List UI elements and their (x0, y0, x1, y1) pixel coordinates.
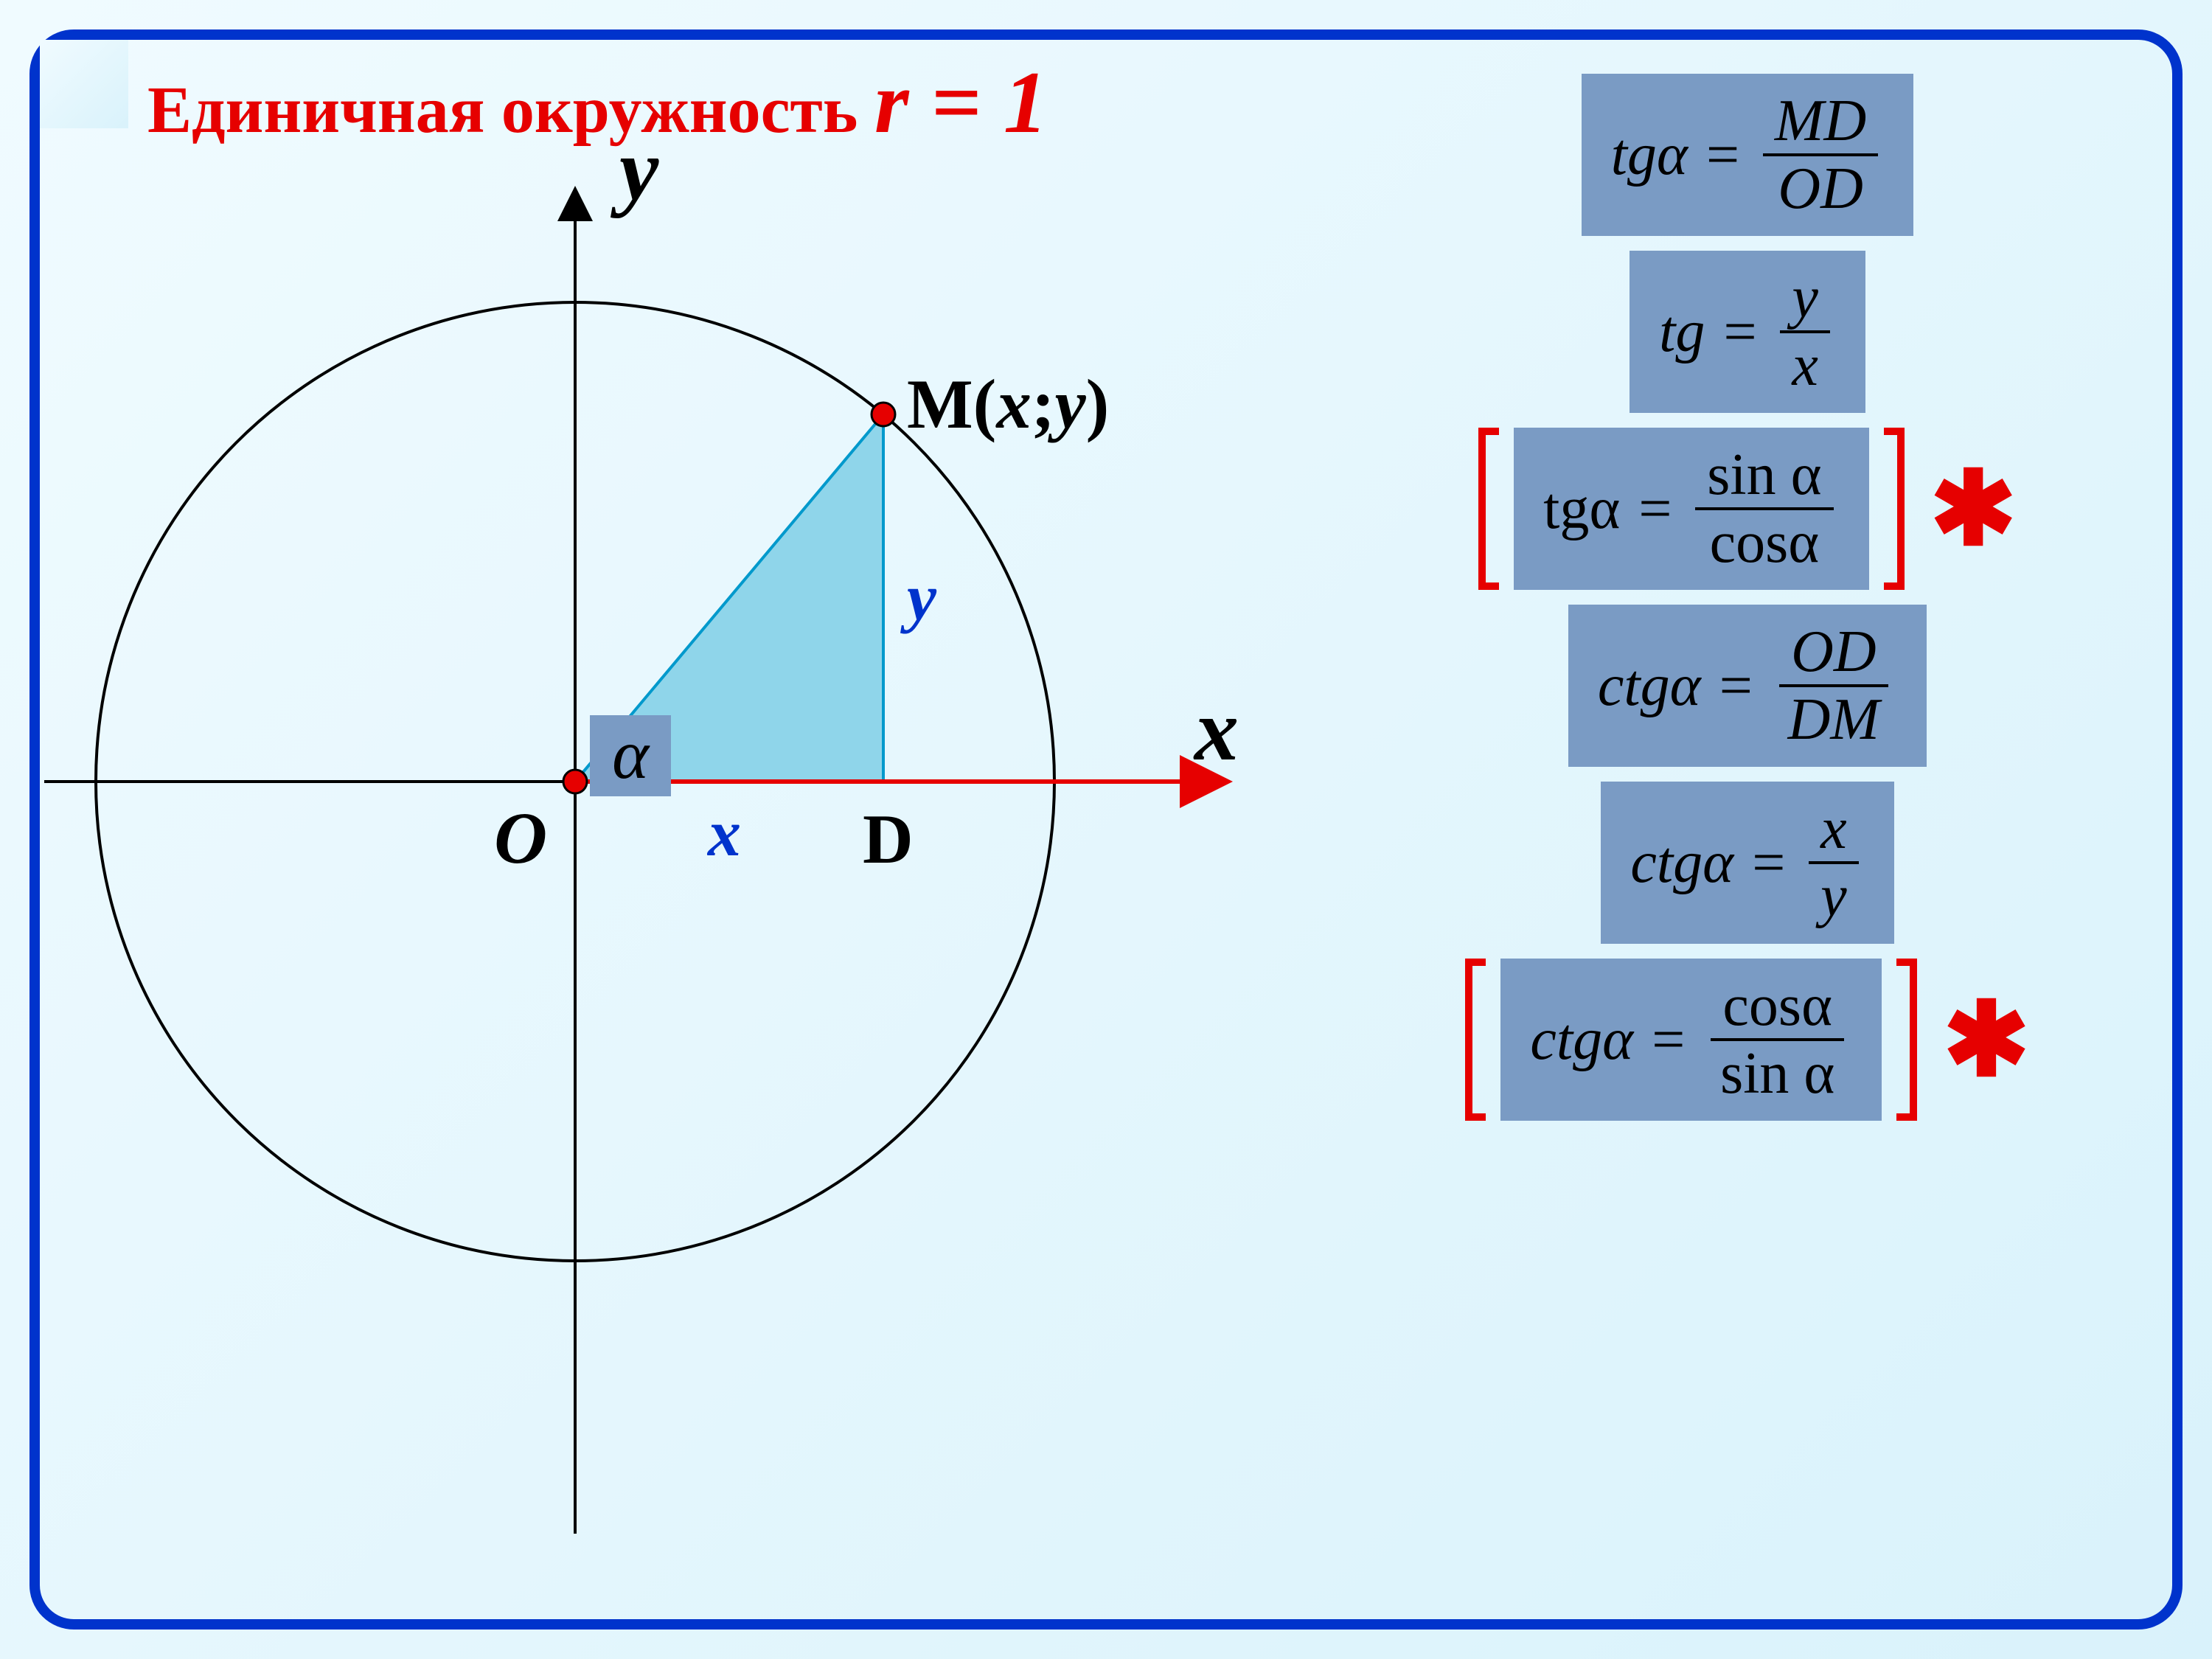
asterisk-icon: ✱ (1943, 980, 2029, 1100)
formula-tg-sin-cos: tgα = sin α cosα (1514, 428, 1868, 590)
formula-tg-y-x: tg = y x (1630, 251, 1865, 413)
bracket-left-icon (1478, 428, 1499, 590)
unit-circle-diagram: α y x O M(x;y) D x y (44, 133, 1261, 1534)
point-d-label: D (863, 800, 914, 878)
side-y-label: y (900, 561, 937, 634)
formula-row-4: ctgα = x y (1601, 782, 1893, 944)
y-axis-label: y (610, 133, 659, 218)
formula-row-5: ctgα = cosα sin α ✱ (1465, 959, 2029, 1121)
bracket-right-icon (1884, 428, 1905, 590)
formula-ctg-x-y: ctgα = x y (1601, 782, 1893, 944)
bracket-right-icon (1896, 959, 1917, 1121)
formula-row-3: ctgα = OD DM (1568, 605, 1927, 767)
x-axis-label: x (1193, 681, 1239, 779)
formula-ctg-cos-sin: ctgα = cosα sin α (1500, 959, 1882, 1121)
asterisk-icon: ✱ (1930, 449, 2017, 569)
formula-row-0: tgα = MD OD (1582, 74, 1914, 236)
formula-tg-md-od: tgα = MD OD (1582, 74, 1914, 236)
alpha-label: α (612, 715, 650, 793)
formulas-column: tgα = MD OD tg = y x tgα = sin α cosα (1342, 74, 2153, 1121)
point-m-label: M(x;y) (907, 365, 1109, 443)
formula-row-2: tgα = sin α cosα ✱ (1478, 428, 2017, 590)
origin-point (563, 770, 587, 793)
formula-ctg-od-dm: ctgα = OD DM (1568, 605, 1927, 767)
bracket-left-icon (1465, 959, 1486, 1121)
origin-label: O (494, 797, 547, 879)
side-x-label: x (706, 797, 741, 870)
point-m (872, 403, 895, 426)
formula-row-1: tg = y x (1630, 251, 1865, 413)
